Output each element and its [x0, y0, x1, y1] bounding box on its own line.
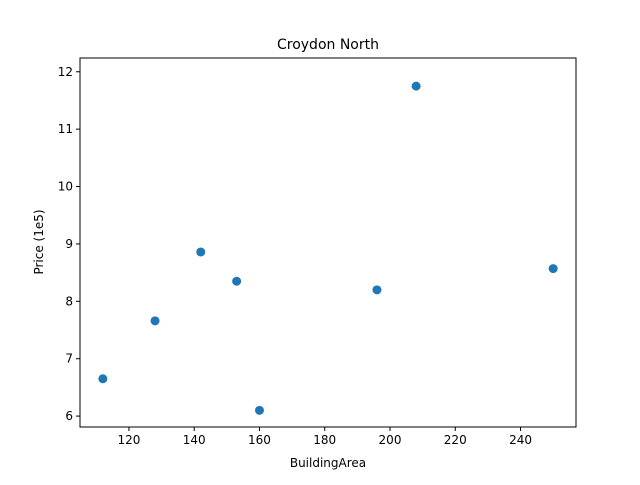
data-point: [196, 247, 206, 257]
data-point: [254, 405, 264, 415]
data-point: [372, 285, 382, 295]
data-point: [411, 81, 421, 91]
x-tick-label: 120: [117, 433, 140, 447]
x-tick-label: 140: [183, 433, 206, 447]
x-tick-label: 220: [444, 433, 467, 447]
x-tick-label: 240: [509, 433, 532, 447]
data-point: [232, 276, 242, 286]
x-tick-label: 160: [248, 433, 271, 447]
plot-frame: [79, 57, 577, 428]
y-axis-title: Price (1e5): [32, 209, 46, 274]
data-point: [98, 374, 108, 384]
x-tick-label: 200: [379, 433, 402, 447]
y-tick-label: 10: [58, 180, 73, 194]
y-tick-label: 11: [58, 122, 73, 136]
y-tick-label: 7: [65, 352, 73, 366]
y-tick-label: 12: [58, 65, 73, 79]
y-tick-label: 9: [65, 237, 73, 251]
x-tick-label: 180: [313, 433, 336, 447]
data-point: [150, 316, 160, 326]
chart-title: Croydon North: [277, 37, 379, 53]
plot-area: 120 140 160 180 200 220 240 6 7 8 9 10 11 12: [58, 57, 577, 447]
y-tick-label: 8: [65, 294, 73, 308]
y-tick-label: 6: [65, 409, 73, 423]
data-point: [548, 264, 558, 274]
x-axis-title: BuildingArea: [290, 456, 366, 470]
